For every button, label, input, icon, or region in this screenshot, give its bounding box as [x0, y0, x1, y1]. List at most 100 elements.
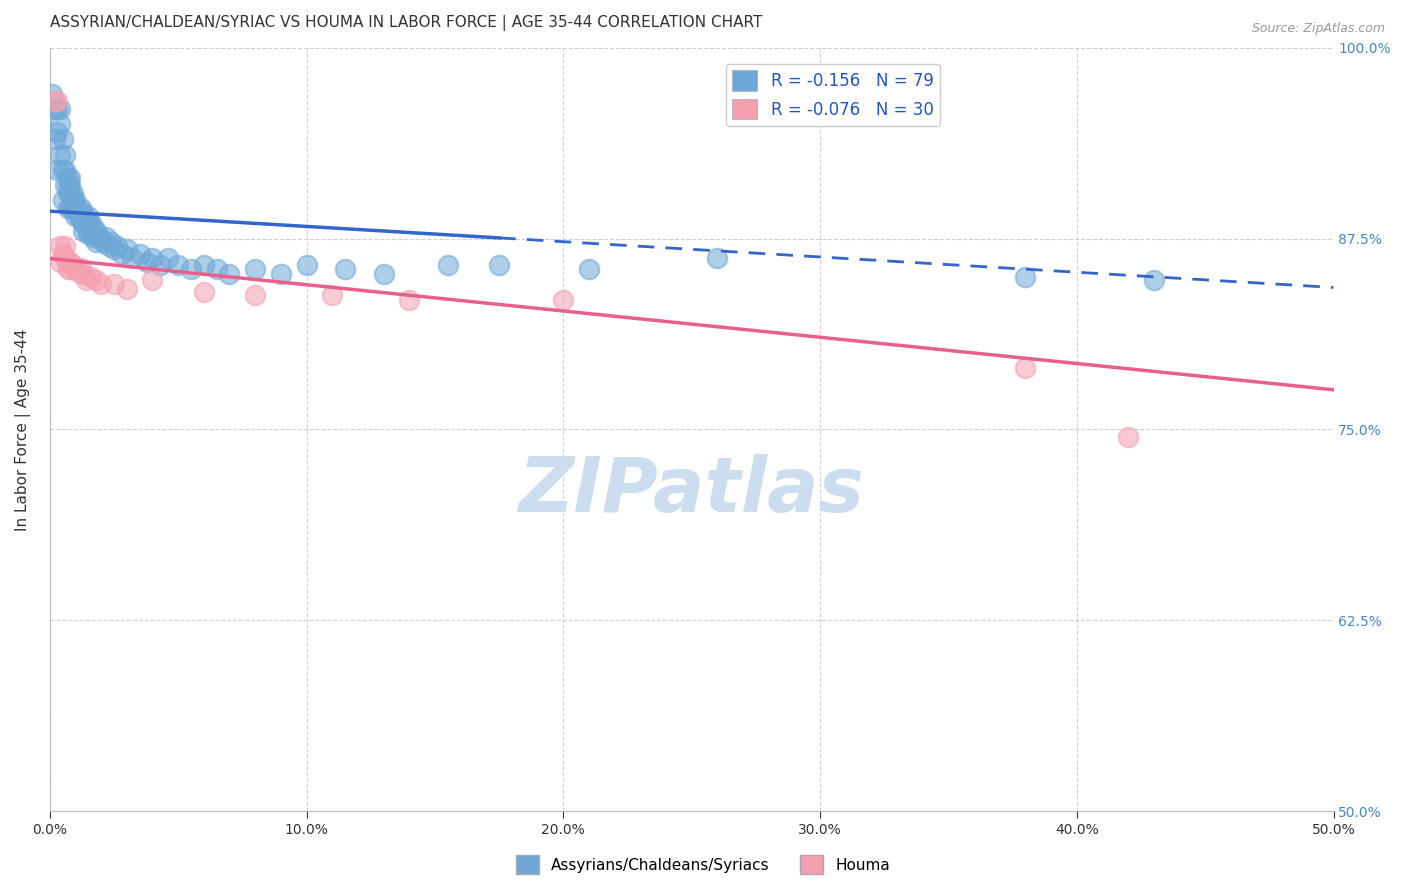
Point — [49, 147, 72, 161]
Point — [69, 201, 91, 215]
Point — [270, 267, 292, 281]
Point — [53, 252, 76, 266]
Point — [66, 201, 89, 215]
Point — [56, 201, 79, 215]
Point — [193, 258, 215, 272]
Point — [49, 254, 72, 268]
Point — [90, 232, 112, 246]
Point — [121, 252, 143, 266]
Point — [84, 273, 107, 287]
Point — [62, 186, 84, 200]
Point — [66, 265, 89, 279]
Point — [65, 260, 87, 275]
Point — [72, 267, 94, 281]
Point — [82, 221, 104, 235]
Point — [75, 273, 97, 287]
Point — [103, 243, 125, 257]
Point — [218, 267, 240, 281]
Point — [141, 273, 163, 287]
Point — [56, 178, 79, 193]
Point — [52, 132, 75, 146]
Point — [105, 239, 128, 253]
Point — [97, 239, 120, 253]
Point — [65, 201, 87, 215]
Point — [96, 230, 118, 244]
Point — [59, 186, 82, 200]
Point — [62, 194, 84, 208]
Point — [398, 293, 420, 307]
Point — [333, 262, 356, 277]
Text: ASSYRIAN/CHALDEAN/SYRIAC VS HOUMA IN LABOR FORCE | AGE 35-44 CORRELATION CHART: ASSYRIAN/CHALDEAN/SYRIAC VS HOUMA IN LAB… — [49, 15, 762, 31]
Point — [66, 209, 89, 223]
Point — [72, 216, 94, 230]
Point — [72, 205, 94, 219]
Point — [488, 258, 510, 272]
Point — [46, 163, 69, 178]
Point — [56, 170, 79, 185]
Point — [180, 262, 202, 277]
Point — [115, 243, 138, 257]
Point — [56, 262, 79, 277]
Point — [41, 87, 63, 101]
Point — [46, 125, 69, 139]
Point — [243, 288, 266, 302]
Point — [373, 267, 395, 281]
Text: ZIPatlas: ZIPatlas — [519, 453, 865, 527]
Point — [52, 163, 75, 178]
Point — [136, 254, 159, 268]
Point — [167, 258, 190, 272]
Point — [72, 224, 94, 238]
Point — [128, 247, 150, 261]
Point — [93, 236, 115, 251]
Point — [77, 216, 100, 230]
Legend: R = -0.156   N = 79, R = -0.076   N = 30: R = -0.156 N = 79, R = -0.076 N = 30 — [725, 64, 941, 126]
Point — [53, 147, 76, 161]
Point — [80, 227, 103, 241]
Point — [321, 288, 343, 302]
Point — [59, 262, 82, 277]
Point — [77, 209, 100, 223]
Point — [87, 228, 110, 243]
Point — [44, 102, 66, 116]
Point — [578, 262, 600, 277]
Point — [52, 247, 75, 261]
Point — [90, 277, 112, 292]
Point — [205, 262, 228, 277]
Point — [706, 252, 728, 266]
Point — [553, 293, 575, 307]
Point — [59, 201, 82, 215]
Point — [49, 239, 72, 253]
Point — [46, 95, 69, 109]
Point — [69, 211, 91, 226]
Point — [295, 258, 318, 272]
Point — [49, 117, 72, 131]
Point — [59, 178, 82, 193]
Point — [44, 95, 66, 109]
Legend: Assyrians/Chaldeans/Syriacs, Houma: Assyrians/Chaldeans/Syriacs, Houma — [510, 849, 896, 880]
Point — [46, 102, 69, 116]
Point — [80, 269, 103, 284]
Point — [56, 186, 79, 200]
Point — [62, 258, 84, 272]
Point — [75, 211, 97, 226]
Point — [100, 235, 122, 249]
Point — [103, 277, 125, 292]
Point — [156, 252, 179, 266]
Point — [59, 254, 82, 268]
Point — [141, 252, 163, 266]
Point — [436, 258, 458, 272]
Point — [84, 224, 107, 238]
Point — [149, 258, 172, 272]
Point — [62, 201, 84, 215]
Point — [69, 260, 91, 275]
Point — [84, 235, 107, 249]
Text: Source: ZipAtlas.com: Source: ZipAtlas.com — [1251, 22, 1385, 36]
Point — [59, 170, 82, 185]
Point — [1014, 269, 1036, 284]
Point — [53, 163, 76, 178]
Point — [1116, 430, 1139, 444]
Point — [65, 194, 87, 208]
Point — [115, 282, 138, 296]
Point — [82, 230, 104, 244]
Point — [243, 262, 266, 277]
